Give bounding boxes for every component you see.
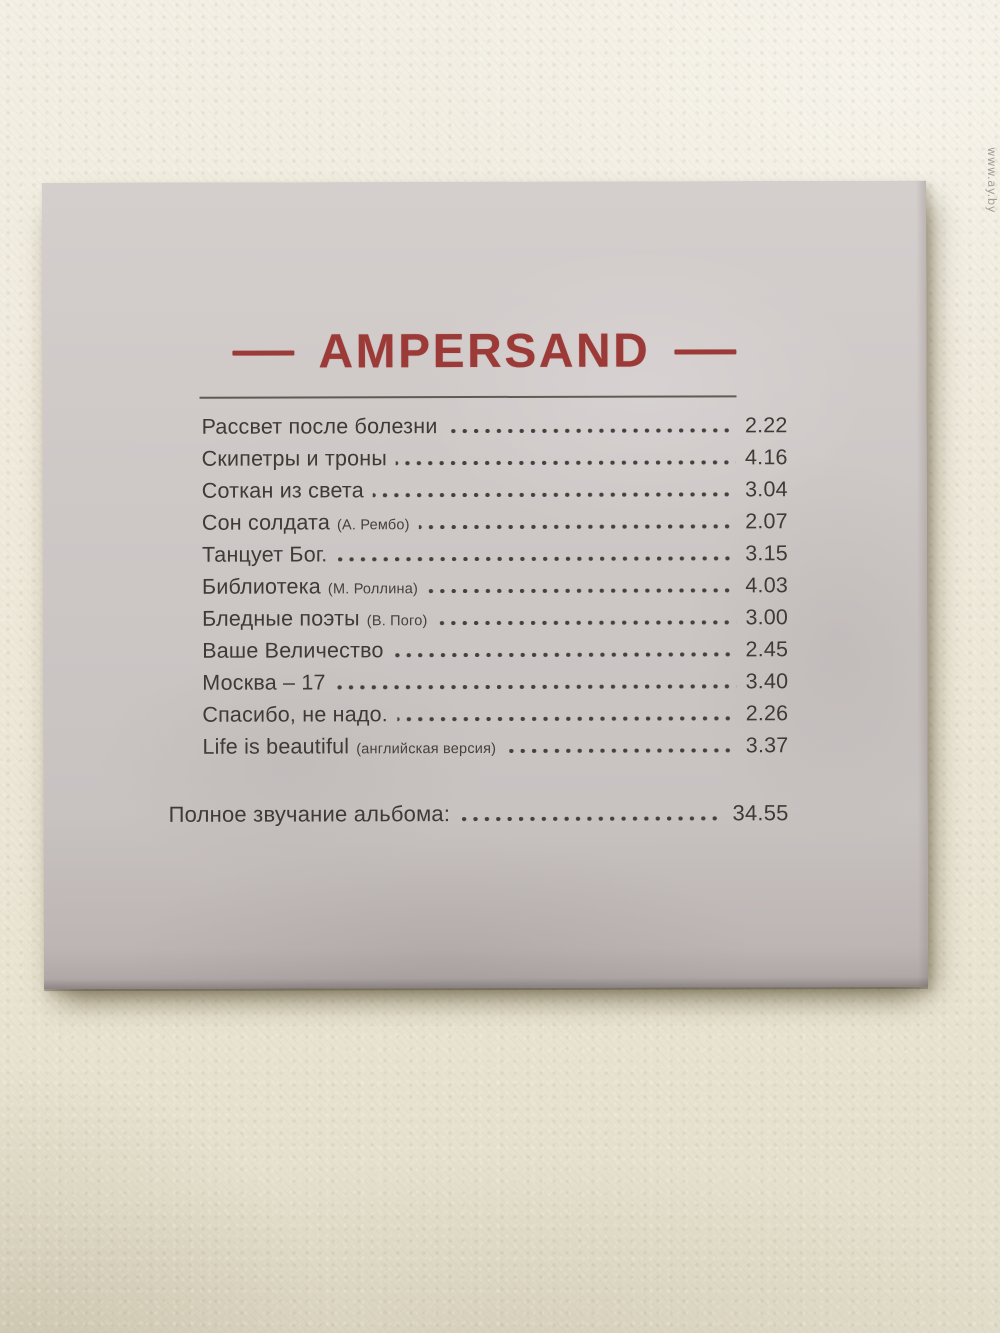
track-time: 2.22 — [744, 413, 788, 438]
title-dash-left — [232, 349, 295, 356]
track-row: Скипетры и троны 4.16 — [202, 441, 788, 475]
track-row: Москва – 17 3.40 — [202, 665, 788, 699]
track-row: Life is beautiful (английская версия) 3.… — [202, 729, 788, 763]
dot-leader — [372, 492, 737, 498]
album-back-cover: AMPERSAND Рассвет после болезни 2.22 Ски… — [41, 180, 929, 990]
track-row: Рассвет после болезни 2.22 — [202, 409, 788, 443]
track-time: 3.04 — [745, 477, 788, 502]
total-label: Полное звучание альбома: — [168, 801, 451, 827]
track-time: 3.40 — [745, 669, 789, 694]
track-name: Библиотека — [201, 574, 321, 599]
track-name: Ваше Величество — [202, 638, 384, 663]
dot-leader — [436, 620, 737, 626]
dot-leader — [446, 428, 736, 434]
track-time: 3.15 — [745, 541, 788, 566]
track-note: (английская версия) — [356, 740, 497, 758]
track-note: (В. Пого) — [366, 613, 428, 630]
track-row: Бледные поэты (В. Пого) 3.00 — [202, 601, 788, 635]
track-time: 2.07 — [745, 509, 788, 534]
track-row: Сон солдата (А. Рембо) 2.07 — [202, 505, 788, 539]
title-dash-right — [674, 348, 737, 355]
track-note: (М. Роллина) — [327, 581, 419, 598]
dot-leader — [396, 460, 737, 466]
track-name: Танцует Бог. — [201, 542, 328, 567]
track-list: Рассвет после болезни 2.22 Скипетры и тр… — [202, 409, 789, 763]
dot-leader — [505, 748, 737, 753]
photo-watermark: www.ay.by — [985, 147, 999, 214]
track-time: 3.00 — [745, 605, 789, 630]
dot-leader — [426, 588, 737, 594]
track-row: Соткан из света 3.04 — [202, 473, 788, 507]
track-row: Ваше Величество 2.45 — [202, 633, 788, 667]
track-name: Соткан из света — [201, 478, 364, 503]
dot-leader — [336, 556, 737, 562]
track-time: 2.26 — [745, 701, 789, 726]
dot-leader — [392, 652, 737, 658]
track-time: 4.16 — [744, 445, 788, 470]
dot-leader — [334, 684, 737, 690]
track-row: Танцует Бог. 3.15 — [202, 537, 788, 571]
track-time: 4.03 — [745, 573, 789, 598]
album-title-row: AMPERSAND — [42, 321, 926, 383]
dot-leader — [459, 816, 724, 822]
track-name: Москва – 17 — [202, 670, 326, 695]
dot-leader — [396, 716, 737, 722]
track-time: 2.45 — [745, 637, 789, 662]
track-name: Сон солдата — [201, 510, 331, 535]
dot-leader — [418, 524, 737, 530]
track-name: Скипетры и троны — [201, 446, 388, 471]
track-time: 3.37 — [745, 733, 789, 758]
track-name: Спасибо, не надо. — [202, 702, 388, 727]
track-row: Библиотека (М. Роллина) 4.03 — [202, 569, 788, 603]
album-title: AMPERSAND — [318, 324, 651, 379]
total-time: 34.55 — [732, 800, 789, 826]
album-total-row: Полное звучание альбома: 34.55 — [169, 797, 789, 831]
track-name: Бледные поэты — [202, 606, 360, 631]
title-underline — [199, 395, 737, 399]
track-row: Спасибо, не надо. 2.26 — [202, 697, 788, 731]
track-note: (А. Рембо) — [336, 517, 410, 534]
track-name: Рассвет после болезни — [201, 414, 438, 439]
track-name: Life is beautiful — [202, 734, 350, 759]
